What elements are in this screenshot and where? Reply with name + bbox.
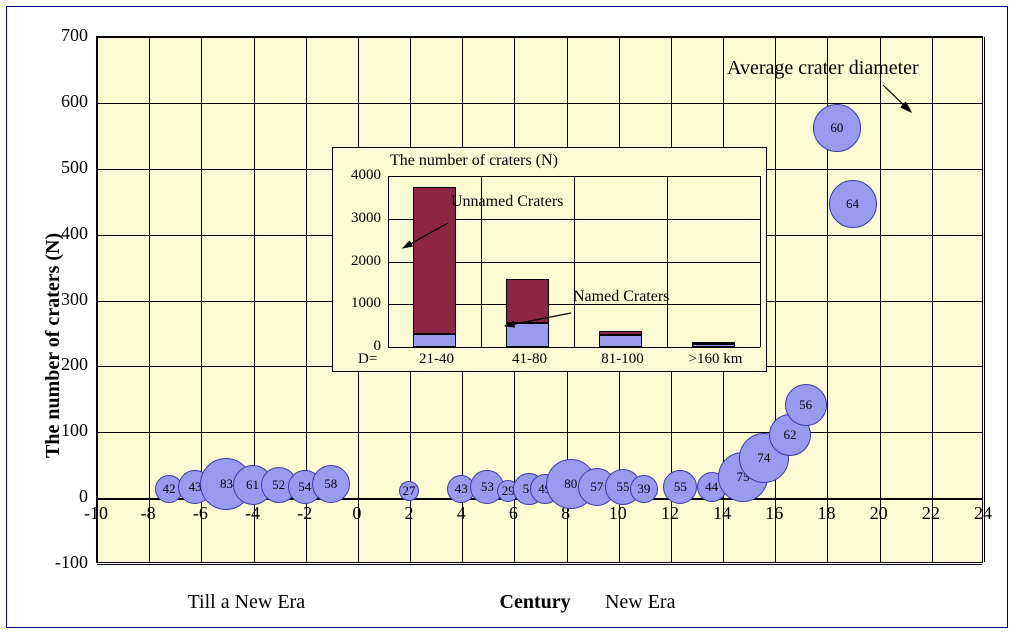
x-tick-label: -6: [186, 503, 214, 524]
inset-annotation: Unnamed Craters: [451, 193, 563, 211]
inset-y-tick: 4000: [351, 167, 381, 184]
inset-chart: The number of craters (N)010002000300040…: [332, 147, 767, 372]
x-tick-label: 12: [656, 503, 684, 524]
gridline-vertical: [97, 37, 98, 562]
y-tick-label: 400: [61, 223, 88, 244]
gridline-vertical: [932, 37, 933, 562]
x-tick-label: 0: [343, 503, 371, 524]
inset-x-tick: 81-100: [591, 351, 655, 368]
inset-bar-segment: [599, 335, 642, 347]
x-tick-label: 16: [760, 503, 788, 524]
bubble-datapoint: 55: [663, 470, 697, 504]
gridline-horizontal: [97, 564, 982, 565]
y-tick-label: 600: [61, 91, 88, 112]
bubble-datapoint: 58: [312, 465, 350, 503]
inset-x-tick: >160 km: [684, 351, 748, 368]
era-label: New Era: [605, 591, 676, 614]
inset-bar-segment: [506, 323, 549, 347]
x-tick-label: 18: [812, 503, 840, 524]
annotation-average-crater-diameter: Average crater diameter: [727, 57, 919, 80]
inset-y-tick: 3000: [351, 210, 381, 227]
inset-gridline-v: [574, 176, 575, 347]
x-tick-label: 4: [447, 503, 475, 524]
x-tick-label: -4: [239, 503, 267, 524]
gridline-horizontal: [97, 432, 982, 433]
gridline-horizontal: [97, 37, 982, 38]
x-tick-label: 20: [865, 503, 893, 524]
gridline-vertical: [149, 37, 150, 562]
inset-x-tick: 21-40: [405, 351, 469, 368]
y-tick-label: 500: [61, 157, 88, 178]
inset-bar-segment: [413, 334, 456, 347]
y-tick-label: -100: [55, 552, 88, 573]
x-tick-label: -10: [82, 503, 110, 524]
bubble-datapoint: 56: [785, 384, 827, 426]
y-tick-label: 700: [61, 25, 88, 46]
inset-bar-segment: [506, 279, 549, 323]
inset-y-tick: 1000: [351, 295, 381, 312]
y-tick-label: 200: [61, 354, 88, 375]
inset-gridline-h: [388, 347, 760, 348]
x-tick-label: 24: [969, 503, 997, 524]
inset-gridline-v: [667, 176, 668, 347]
inset-gridline-v: [760, 176, 761, 347]
inset-title: The number of craters (N): [390, 152, 558, 170]
inset-arrows: [333, 148, 768, 373]
inset-gridline-v: [388, 176, 389, 347]
inset-y-tick: 2000: [351, 253, 381, 270]
bubble-datapoint: 64: [829, 180, 877, 228]
inset-x-tick: 41-80: [498, 351, 562, 368]
x-axis-title: Century: [500, 591, 571, 614]
x-tick-label: 2: [395, 503, 423, 524]
inset-bar-segment: [599, 331, 642, 335]
y-tick-label: 300: [61, 289, 88, 310]
bubble-datapoint: 27: [399, 481, 419, 501]
x-tick-label: 22: [917, 503, 945, 524]
bubble-datapoint: 39: [630, 475, 658, 503]
x-tick-label: 10: [604, 503, 632, 524]
x-tick-label: -2: [291, 503, 319, 524]
era-label: Till a New Era: [188, 591, 306, 614]
x-tick-label: 14: [708, 503, 736, 524]
y-tick-label: 100: [61, 420, 88, 441]
bubble-datapoint: 60: [813, 104, 861, 152]
gridline-vertical: [880, 37, 881, 562]
inset-x-prefix: D=: [358, 351, 377, 368]
inset-bar-segment: [413, 187, 456, 334]
gridline-vertical: [775, 37, 776, 562]
gridline-vertical: [984, 37, 985, 562]
x-tick-label: -8: [134, 503, 162, 524]
inset-bar-segment: [692, 344, 735, 347]
inset-bar-segment: [692, 342, 735, 345]
figure-frame: The number of craters (N) Century Averag…: [6, 6, 1008, 628]
gridline-horizontal: [97, 103, 982, 104]
x-tick-label: 6: [499, 503, 527, 524]
inset-annotation: Named Craters: [573, 288, 669, 306]
